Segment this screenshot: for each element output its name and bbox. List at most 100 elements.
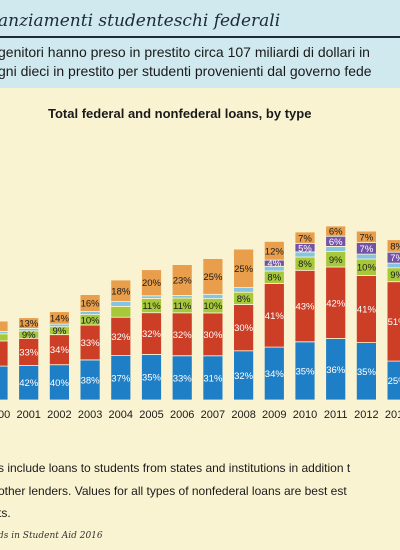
- x-tick-label-2010: 2010: [293, 409, 317, 421]
- data-label-blue-2003: 38%: [81, 376, 101, 387]
- header-divider: [0, 36, 400, 38]
- data-label-green-2009: 8%: [267, 273, 281, 284]
- data-label-red-2001: 33%: [19, 347, 39, 358]
- data-label-blue-2011: 36%: [326, 365, 346, 376]
- data-label-green-2011: 9%: [329, 255, 343, 266]
- data-label-blue-2013: 25%: [388, 376, 400, 387]
- x-tick-label-2008: 2008: [231, 409, 255, 421]
- source-citation: ds in Student Aid 2016: [0, 531, 103, 541]
- data-label-orange-2003: 16%: [81, 299, 101, 310]
- data-label-red-2007: 30%: [203, 330, 223, 341]
- data-label-green-2006: 11%: [173, 301, 192, 312]
- x-tick-label-2000: 2000: [0, 409, 10, 421]
- data-label-red-2004: 32%: [111, 332, 131, 343]
- data-label-green-2002: 9%: [53, 326, 67, 337]
- bar-segment-orange-2012: [355, 230, 377, 243]
- data-label-orange-2011: 6%: [329, 227, 343, 238]
- x-tick-label-2002: 2002: [47, 409, 71, 421]
- x-tick-label-2005: 2005: [139, 409, 163, 421]
- data-label-blue-2006: 33%: [173, 373, 193, 384]
- data-label-orange-2008: 25%: [234, 264, 254, 275]
- data-label-blue-2007: 31%: [203, 373, 223, 384]
- data-label-orange-2007: 25%: [203, 272, 223, 283]
- header-text-line-1: genitori hanno preso in prestito circa 1…: [0, 44, 370, 60]
- x-tick-label-2006: 2006: [170, 409, 194, 421]
- data-label-red-2005: 32%: [142, 329, 162, 340]
- data-label-purple-2010: 5%: [298, 243, 312, 254]
- bar-segment-orange-2003: [79, 294, 101, 312]
- stacked-bar-chart: 42%33%9%13%40%34%9%14%38%33%10%16%37%32%…: [0, 225, 400, 421]
- x-tick-label-2013: 2013: [385, 409, 400, 421]
- header-text-line-2: gni dieci in prestito per studenti prove…: [0, 63, 372, 79]
- data-label-red-2003: 33%: [81, 338, 101, 349]
- x-tick-label-2001: 2001: [16, 409, 40, 421]
- bar-segment-orange-2001: [18, 317, 40, 329]
- footnote-line-1: s include loans to students from states …: [0, 461, 351, 475]
- x-tick-label-2004: 2004: [109, 409, 133, 421]
- bar-segment-orange-2007: [202, 258, 224, 295]
- data-label-red-2011: 42%: [326, 298, 346, 309]
- bar-segment-light_blue-2000: [0, 330, 9, 335]
- data-label-orange-2001: 13%: [19, 319, 39, 330]
- bar-segment-orange-2011: [325, 225, 347, 237]
- bar-segment-orange-2006: [171, 264, 193, 296]
- bar-segment-orange-2013: [386, 239, 400, 253]
- bar-segment-blue-2000: [0, 365, 9, 401]
- bar-segment-orange-2008: [233, 248, 255, 289]
- data-label-orange-2013: 8%: [390, 241, 400, 252]
- header-panel: anziamenti studenteschi federali genitor…: [0, 0, 400, 88]
- x-tick-label-2012: 2012: [354, 409, 378, 421]
- bar-segment-orange-2000: [0, 320, 9, 332]
- data-label-blue-2002: 40%: [50, 378, 70, 389]
- x-tick-label-2009: 2009: [262, 409, 286, 421]
- x-tick-label-2011: 2011: [324, 409, 348, 421]
- data-label-blue-2010: 35%: [295, 366, 315, 377]
- bar-segment-orange-2009: [263, 241, 285, 261]
- x-tick-label-2003: 2003: [78, 409, 102, 421]
- data-label-orange-2009: 12%: [265, 246, 285, 257]
- data-label-green-2005: 11%: [142, 301, 161, 312]
- x-axis-labels: 2000 2001 2002 2003 2004 2005 2006 2007 2008 2009…: [0, 409, 400, 421]
- data-label-green-2001: 9%: [22, 330, 36, 341]
- footnote-line-3: ts.: [0, 506, 11, 520]
- data-label-red-2002: 34%: [50, 345, 70, 356]
- header-title: anziamenti studenteschi federali: [0, 11, 281, 31]
- data-label-red-2013: 51%: [388, 317, 400, 328]
- bar-segment-orange-2004: [110, 279, 132, 303]
- data-label-purple-2012: 7%: [360, 244, 374, 255]
- data-label-green-2007: 10%: [203, 301, 223, 312]
- data-label-red-2008: 30%: [234, 323, 254, 334]
- bar-segment-light_blue-2006: [171, 294, 193, 299]
- bar-segment-green-2004: [110, 305, 132, 318]
- footnote-line-2: other lenders. Values for all types of n…: [0, 484, 347, 498]
- data-label-green-2003: 10%: [81, 315, 101, 326]
- data-label-orange-2004: 18%: [111, 286, 131, 297]
- data-label-green-2013: 9%: [390, 270, 400, 281]
- data-label-blue-2005: 35%: [142, 373, 162, 384]
- bar-segment-green-2000: [0, 333, 9, 342]
- data-label-green-2012: 10%: [357, 263, 377, 274]
- bar-segment-light_blue-2008: [233, 287, 255, 293]
- data-label-blue-2008: 32%: [234, 371, 254, 382]
- bar-segment-orange-2010: [294, 231, 316, 245]
- data-label-blue-2012: 35%: [357, 367, 377, 378]
- data-label-red-2009: 41%: [265, 311, 285, 322]
- data-label-orange-2002: 14%: [50, 313, 70, 324]
- bar-segment-red-2000: [0, 340, 9, 367]
- bar-segment-light_blue-2007: [202, 293, 224, 300]
- data-label-orange-2010: 7%: [298, 233, 312, 244]
- chart-title: Total federal and nonfederal loans, by t…: [48, 106, 312, 121]
- data-label-blue-2001: 42%: [19, 378, 39, 389]
- data-label-red-2012: 41%: [357, 305, 377, 316]
- data-label-red-2010: 43%: [295, 302, 315, 313]
- data-label-orange-2012: 7%: [360, 232, 374, 243]
- bar-segment-orange-2002: [49, 311, 70, 325]
- data-label-purple-2011: 6%: [329, 237, 343, 248]
- data-label-orange-2006: 23%: [173, 276, 193, 287]
- x-tick-label-2007: 2007: [201, 409, 225, 421]
- data-label-orange-2005: 20%: [142, 278, 162, 289]
- data-label-blue-2009: 34%: [265, 369, 285, 380]
- data-label-red-2006: 32%: [173, 330, 193, 341]
- data-label-purple-2009: 4%: [267, 259, 281, 270]
- bar-segment-light_blue-2004: [110, 301, 132, 307]
